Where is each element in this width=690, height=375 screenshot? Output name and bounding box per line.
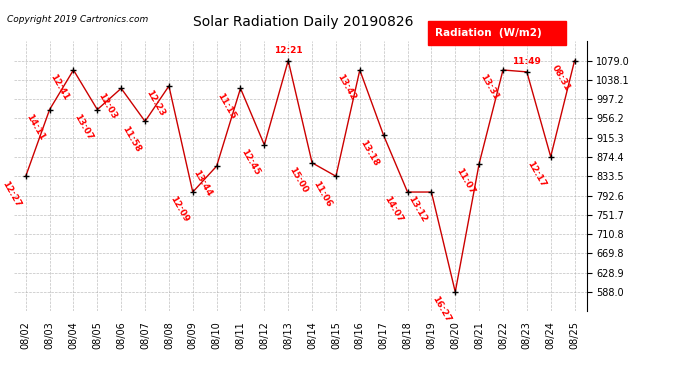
Text: 13:07: 13:07 [72, 112, 95, 142]
Text: 12:17: 12:17 [526, 159, 548, 189]
Text: Copyright 2019 Cartronics.com: Copyright 2019 Cartronics.com [7, 15, 148, 24]
Text: 08:31: 08:31 [550, 63, 572, 93]
Text: 15:00: 15:00 [287, 166, 309, 195]
Text: 14:11: 14:11 [25, 112, 47, 142]
Text: 11:07: 11:07 [454, 166, 476, 196]
Text: Solar Radiation Daily 20190826: Solar Radiation Daily 20190826 [193, 15, 414, 29]
Text: 13:31: 13:31 [478, 73, 500, 102]
Text: 12:21: 12:21 [274, 46, 302, 55]
Text: 16:27: 16:27 [431, 295, 453, 324]
Text: 13:44: 13:44 [192, 169, 214, 198]
Text: 13:12: 13:12 [406, 195, 428, 224]
Text: 12:41: 12:41 [48, 73, 70, 102]
Text: 13:42: 13:42 [335, 73, 357, 102]
Text: 12:09: 12:09 [168, 195, 190, 224]
Text: 12:27: 12:27 [1, 179, 23, 209]
Text: 14:07: 14:07 [382, 195, 405, 224]
Text: 13:18: 13:18 [359, 138, 381, 168]
Text: 11:49: 11:49 [513, 57, 541, 66]
Text: 11:15: 11:15 [215, 91, 238, 120]
Text: 11:06: 11:06 [311, 179, 333, 208]
Text: Radiation  (W/m2): Radiation (W/m2) [435, 28, 542, 38]
Text: 12:03: 12:03 [97, 91, 119, 120]
Text: 11:58: 11:58 [120, 124, 142, 153]
Text: 12:45: 12:45 [239, 148, 262, 177]
Text: 12:23: 12:23 [144, 89, 166, 118]
